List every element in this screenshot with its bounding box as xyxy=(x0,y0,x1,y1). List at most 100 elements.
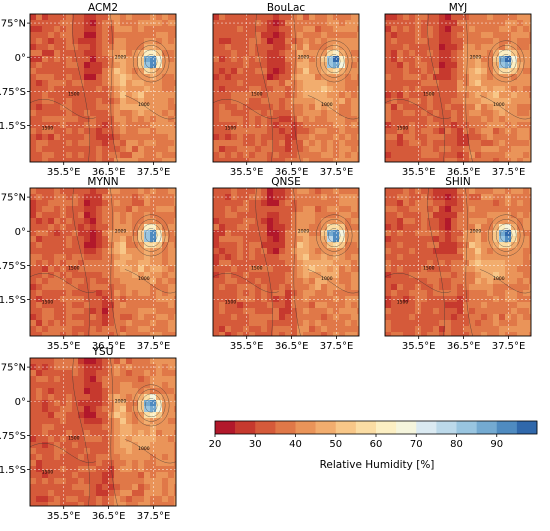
x-tick-label: 35.5°E xyxy=(230,167,264,178)
x-tick-label: 35.5°E xyxy=(47,167,81,178)
colorbar-segment xyxy=(215,421,236,434)
panel-frame xyxy=(212,13,360,163)
colorbar-segment xyxy=(496,421,518,434)
gridlines xyxy=(385,188,531,336)
colorbar-segment xyxy=(335,421,357,434)
colorbar-tick-label: 30 xyxy=(249,439,262,450)
contour-label: 2000 xyxy=(115,398,127,404)
contour-label: 1000 xyxy=(493,276,505,282)
panel-frame xyxy=(29,187,177,337)
contour-label: 1500 xyxy=(68,265,80,271)
x-tick-label: 37.5°E xyxy=(137,341,171,352)
x-tick-label: 36.5°E xyxy=(275,167,309,178)
colorbar-tick-label: 80 xyxy=(450,439,463,450)
rh-field xyxy=(385,14,531,162)
x-tick-label: 36.5°E xyxy=(92,511,126,522)
x-tick-label: 37.5°E xyxy=(137,511,171,522)
contour-label: 2000 xyxy=(115,228,127,234)
terrain-contours xyxy=(30,358,176,506)
terrain-contours xyxy=(385,188,531,336)
panel-title: SHIN xyxy=(445,176,471,188)
colorbar-segment xyxy=(436,421,457,434)
contour-label: 1000 xyxy=(321,276,333,282)
x-tick-label: 36.5°E xyxy=(447,167,481,178)
panel-acm2: 1500 1000 2000 1500 ACM2 0.75°N 0° 0.75°S 1.5°S 3… xyxy=(0,2,177,178)
rh-field xyxy=(213,188,359,336)
panel-qnse: 1500 1000 2000 1500 QNSE 35.5°E 36.5°E 37.5°E xyxy=(212,176,360,352)
y-tick-label: 1.5°S xyxy=(0,121,26,132)
panel-frame xyxy=(384,13,532,163)
terrain-contours xyxy=(30,14,176,162)
x-tick-label: 36.5°E xyxy=(447,341,481,352)
colorbar-segment xyxy=(476,421,498,434)
contour-label: 1500 xyxy=(397,125,409,131)
colorbar-segment xyxy=(376,421,397,434)
contour-label: 1000 xyxy=(138,446,150,452)
panel-title: MYNN xyxy=(87,176,118,188)
contour-label: 1000 xyxy=(321,102,333,108)
contour-label: 1500 xyxy=(42,469,54,475)
colorbar-tick-label: 40 xyxy=(289,439,302,450)
panel-mynn: 1500 1000 2000 1500 MYNN 0.75°N 0° 0.75°S 1.5°S 3… xyxy=(0,176,177,352)
panel-frame xyxy=(212,187,360,337)
y-tick-label: 0.75°S xyxy=(0,431,26,442)
contour-label: 1000 xyxy=(493,102,505,108)
colorbar-tick-label: 60 xyxy=(370,439,383,450)
y-tick-label: 0° xyxy=(15,227,26,238)
y-tick-label: 0.75°S xyxy=(0,261,26,272)
y-tick-label: 0.75°N xyxy=(0,19,26,30)
panel-ysu: 1500 1000 2000 1500 YSU 0.75°N 0° 0.75°S 1.5°S 35… xyxy=(0,346,177,522)
panel-title: YSU xyxy=(92,346,114,358)
y-tick-label: 1.5°S xyxy=(0,295,26,306)
contour-label: 2000 xyxy=(470,228,482,234)
colorbar-segment xyxy=(355,421,377,434)
panel-title: BouLac xyxy=(267,2,306,14)
panel-boulac: 1500 1000 2000 1500 BouLac 35.5°E 36.5°E 37.5°E xyxy=(212,2,360,178)
x-tick-label: 35.5°E xyxy=(47,341,81,352)
contour-label: 1500 xyxy=(423,91,435,97)
panel-myj: 1500 1000 2000 1500 MYJ 35.5°E 36.5°E 37.5°E xyxy=(384,2,532,178)
panel-title: QNSE xyxy=(271,176,300,188)
x-tick-label: 35.5°E xyxy=(402,167,436,178)
y-tick-label: 0° xyxy=(15,53,26,64)
x-tick-label: 37.5°E xyxy=(320,167,354,178)
x-tick-label: 37.5°E xyxy=(492,167,526,178)
y-tick-label: 1.5°S xyxy=(0,465,26,476)
colorbar-label: Relative Humidity [%] xyxy=(320,459,435,471)
y-tick-label: 0.75°N xyxy=(0,193,26,204)
rh-field xyxy=(385,188,531,336)
x-tick-label: 36.5°E xyxy=(92,167,126,178)
contour-label: 1500 xyxy=(42,125,54,131)
panel-frame xyxy=(29,13,177,163)
contour-label: 1500 xyxy=(251,265,263,271)
colorbar: Relative Humidity [%] 20 30 40 50 60 70 80 90 xyxy=(209,420,538,471)
panel-frame xyxy=(384,187,532,337)
x-tick-label: 37.5°E xyxy=(137,167,171,178)
rh-field xyxy=(30,358,176,506)
colorbar-segment xyxy=(416,421,437,434)
rh-field xyxy=(30,188,176,336)
terrain-contours xyxy=(30,188,176,336)
colorbar-segment xyxy=(315,421,337,434)
terrain-contours xyxy=(213,14,359,162)
colorbar-tick-label: 50 xyxy=(329,439,342,450)
contour-label: 1500 xyxy=(225,125,237,131)
gridlines xyxy=(30,14,176,162)
x-tick-label: 37.5°E xyxy=(492,341,526,352)
contour-label: 1500 xyxy=(68,91,80,97)
colorbar-segment xyxy=(235,421,256,434)
colorbar-segment xyxy=(516,421,538,434)
colorbar-tick-label: 70 xyxy=(410,439,423,450)
contour-label: 1500 xyxy=(397,299,409,305)
y-tick-label: 0° xyxy=(15,397,26,408)
colorbar-segment xyxy=(255,421,276,434)
gridlines xyxy=(30,188,176,336)
panel-frame xyxy=(29,357,177,507)
colorbar-segment xyxy=(396,421,417,434)
panel-title: ACM2 xyxy=(88,2,118,14)
gridlines xyxy=(213,188,359,336)
x-tick-label: 35.5°E xyxy=(402,341,436,352)
colorbar-segment xyxy=(295,421,316,434)
